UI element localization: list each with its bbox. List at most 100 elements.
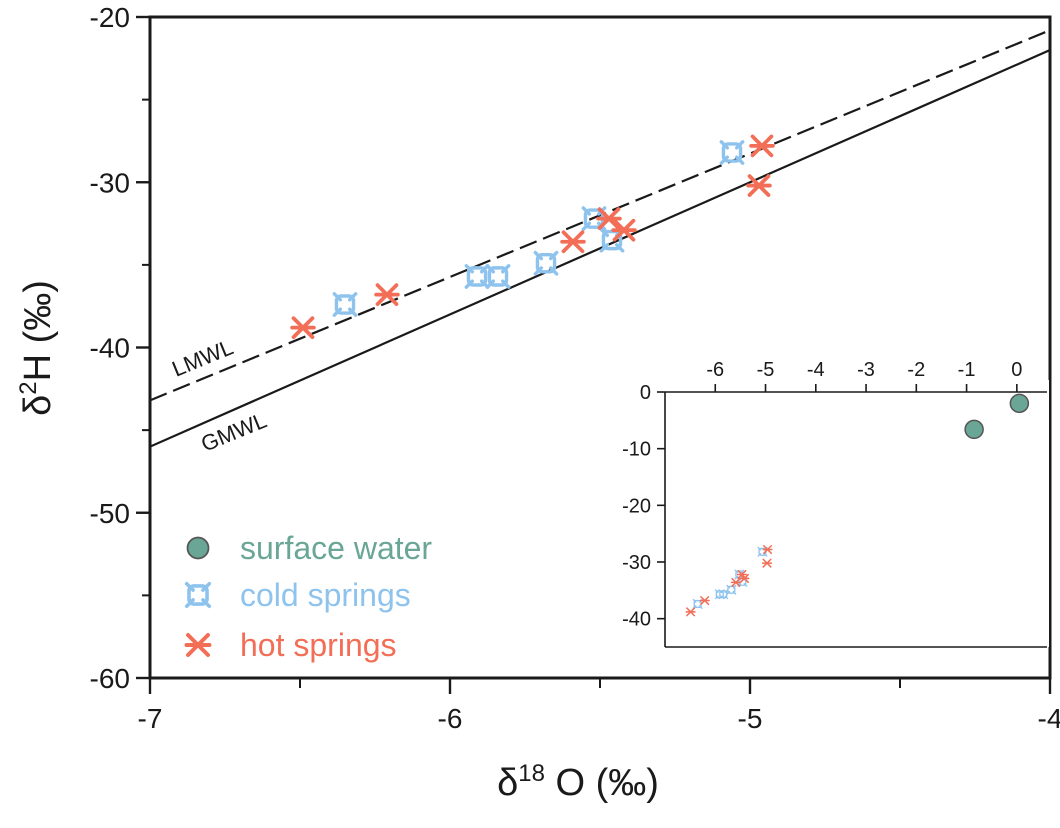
cold-springs-point-1 (464, 264, 490, 289)
x-axis-title-sup: 18 (518, 760, 545, 787)
inset-hot-springs-point-3-strokes (736, 569, 748, 580)
y-axis-title-rest: H (‰) (17, 280, 59, 381)
inset-x-tick-label: -4 (807, 359, 825, 381)
legend: surface water cold springs hot springs (184, 530, 432, 663)
inset-x-tick-label: 0 (1011, 359, 1022, 381)
hot-springs-point-1-strokes (374, 283, 400, 306)
inset-x-tick-label: -6 (706, 359, 724, 381)
inset-hot-springs-point-5 (762, 544, 773, 555)
main-plot-area (150, 29, 1050, 448)
legend-cold-springs-label: cold springs (240, 577, 411, 613)
x-axis-title-delta: δ (497, 762, 518, 804)
inset-cold-springs-point-3-ring (727, 585, 736, 594)
inset-cold-springs-point-4-corners (734, 569, 745, 580)
hot-springs-point-4 (611, 218, 637, 242)
hot-springs-point-0 (290, 316, 316, 340)
cold-springs-point-1-corners (464, 264, 490, 289)
x-tick-label: -4 (1038, 703, 1060, 734)
hot-springs-point-6 (746, 174, 772, 197)
inset-hot-springs-point-0 (685, 607, 696, 617)
inset-hot-springs-point-3 (736, 569, 748, 580)
y-axis-title-sup: 2 (15, 381, 42, 394)
hot-springs-point-5 (749, 134, 775, 158)
gmwl-line (150, 49, 1050, 448)
hot-springs-point-3 (596, 207, 622, 230)
hot-springs-point-4-strokes (611, 218, 637, 242)
inset-x-tick-label: -5 (757, 359, 775, 381)
x-tick-label: -7 (138, 703, 163, 734)
cold-springs-point-3-corners (533, 250, 559, 276)
hot-springs-point-2 (560, 230, 586, 254)
hot-springs-point-6-strokes (746, 174, 772, 197)
hot-springs-point-1 (374, 283, 400, 306)
inset-hot-springs-point-6 (761, 558, 773, 568)
inset-cold-springs-point-3 (726, 584, 737, 595)
hot-springs-point-5-strokes (749, 134, 775, 158)
y-tick-label: -30 (90, 167, 130, 198)
inset-y-tick-label: 0 (640, 382, 651, 404)
lmwl-label: LMWL (168, 334, 236, 381)
inset-hot-springs-point-6-strokes (761, 558, 773, 568)
legend-hot-springs-icon-strokes (184, 633, 212, 657)
inset-y-tick-label: -40 (622, 609, 651, 631)
cold-springs-point-0-corners (332, 292, 358, 317)
x-tick-label: -5 (738, 703, 763, 734)
cold-springs-point-3-ring (535, 252, 557, 274)
cold-springs-point-0-ring (334, 294, 356, 315)
inset-hot-springs-point-1 (699, 595, 710, 606)
gmwl-label: GMWL (197, 407, 270, 456)
inset-chart: -6 -5 -4 -3 -2 -1 00-10-20-30-40 (622, 359, 1049, 648)
inset-hot-springs-point-2-strokes (730, 577, 741, 587)
cold-springs-point-2-corners (485, 264, 511, 289)
inset-y-tick-label: -10 (622, 439, 651, 461)
cold-springs-point-6 (719, 140, 745, 165)
cold-springs-point-3 (533, 250, 559, 276)
inset-y-tick-label: -30 (622, 552, 651, 574)
legend-hot-springs-label: hot springs (240, 627, 397, 663)
inset-y-tick-label: -20 (622, 495, 651, 517)
axis-titles: δ18 O (‰)δ2H (‰) (15, 280, 659, 804)
inset-surface-water-point-0 (964, 419, 984, 440)
cold-springs-point-0 (332, 292, 358, 317)
cold-springs-point-6-corners (719, 140, 745, 165)
inset-x-tick-label: -1 (958, 359, 976, 381)
inset-hot-springs-point-5-strokes (762, 544, 773, 555)
cold-springs-point-2-ring (487, 266, 509, 287)
inset-hot-springs-point-1-strokes (699, 595, 710, 606)
x-tick-label: -6 (438, 703, 463, 734)
legend-cold-springs-icon-corners (184, 581, 212, 609)
inset-hot-springs-point-4 (739, 573, 750, 583)
inset-surface-water-point-1 (1009, 393, 1030, 414)
inset-hot-springs-point-0-strokes (685, 607, 696, 617)
cold-springs-point-1-ring (466, 266, 488, 287)
inset-cold-springs-point-2-corners (718, 589, 729, 600)
inset-hot-springs-point-2 (730, 577, 741, 587)
legend-surface-water-icon (186, 536, 210, 560)
hot-springs-point-3-strokes (596, 207, 622, 230)
legend-surface-water-label: surface water (240, 530, 432, 566)
hot-springs-point-2-strokes (560, 230, 586, 254)
legend-cold-springs-icon-ring (187, 584, 209, 606)
cold-springs-point-2 (485, 264, 511, 289)
y-tick-label: -40 (90, 333, 130, 364)
x-axis-title: δ18 O (‰) (497, 760, 659, 804)
y-tick-label: -60 (90, 663, 130, 694)
y-tick-label: -20 (90, 2, 130, 33)
y-tick-label: -50 (90, 498, 130, 529)
inset-cold-springs-point-6-corners (757, 546, 768, 557)
inset-hot-springs-point-4-strokes (739, 573, 750, 583)
inset-x-tick-label: -2 (907, 359, 925, 381)
inset-plot-area (685, 393, 1030, 617)
legend-cold-springs-icon (184, 581, 212, 609)
y-axis-title: δ2H (‰) (15, 280, 59, 416)
hot-springs-point-0-strokes (290, 316, 316, 340)
x-axis-title-rest: O (‰) (545, 762, 659, 804)
inset-x-tick-label: -3 (857, 359, 875, 381)
legend-hot-springs-icon (184, 633, 212, 657)
y-axis-title-delta: δ (17, 395, 59, 416)
inset-background (665, 380, 1049, 647)
lmwl-line (150, 29, 1050, 402)
inset-cold-springs-point-3-corners (726, 584, 737, 595)
cold-springs-point-6-ring (721, 142, 743, 163)
